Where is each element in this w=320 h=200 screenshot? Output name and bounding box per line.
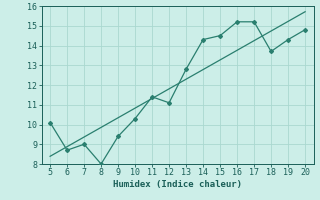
X-axis label: Humidex (Indice chaleur): Humidex (Indice chaleur) bbox=[113, 180, 242, 189]
